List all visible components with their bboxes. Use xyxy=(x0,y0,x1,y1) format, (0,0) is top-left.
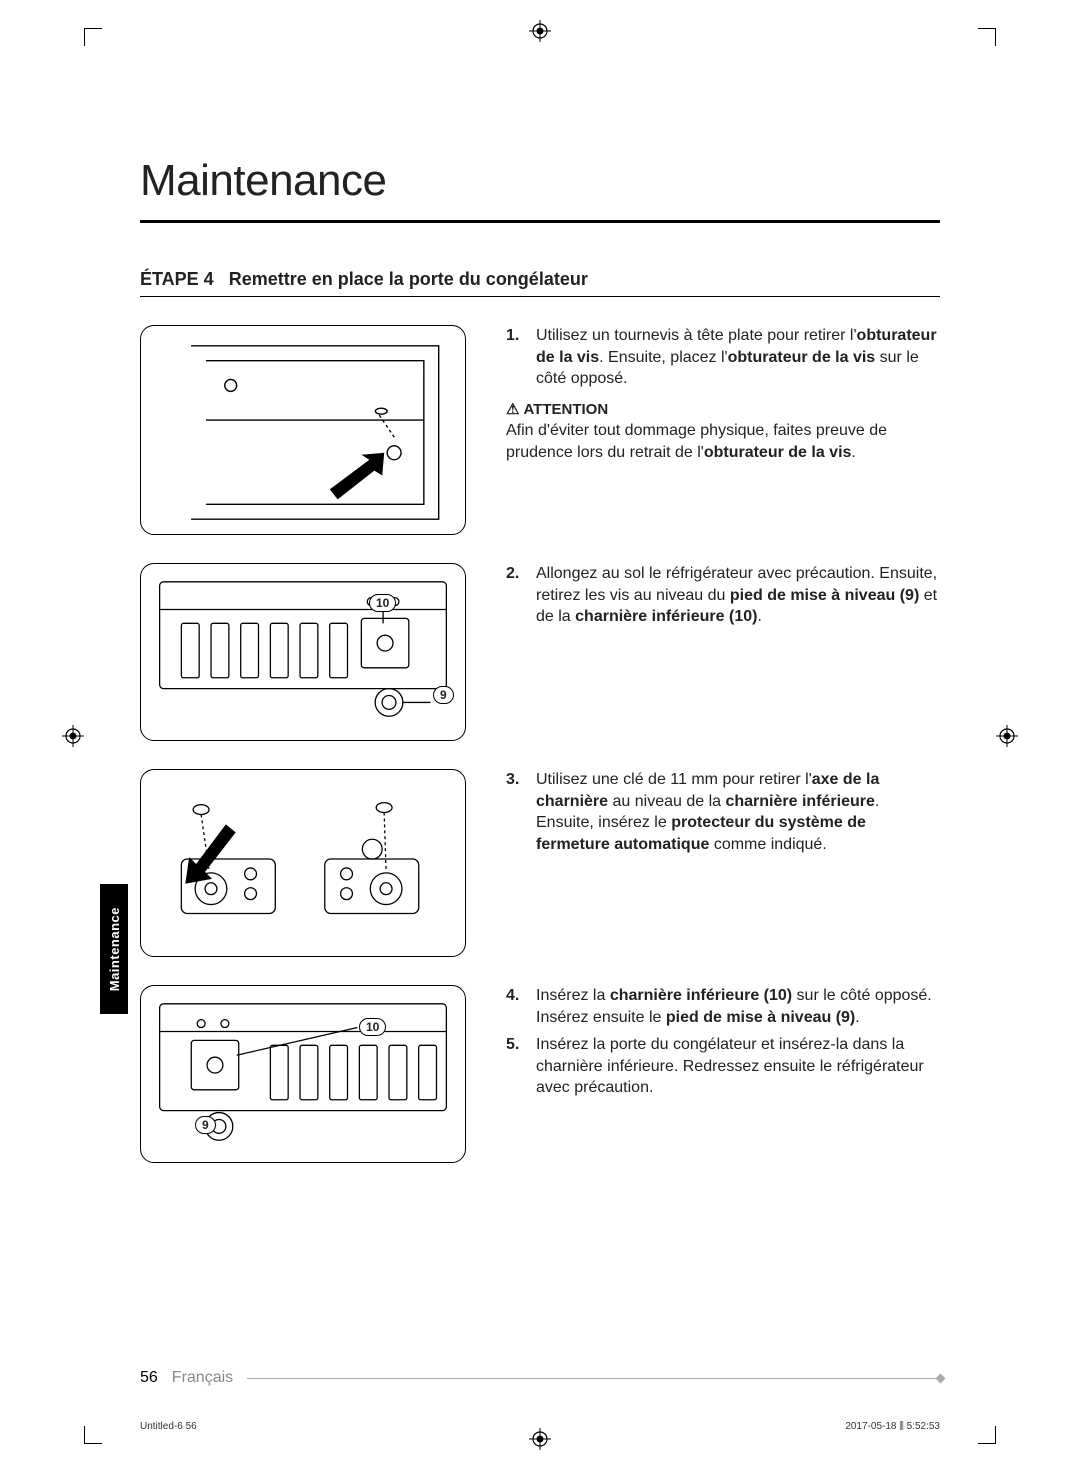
callout-label: 9 xyxy=(433,686,454,704)
callout-label: 10 xyxy=(359,1018,386,1036)
instruction-row: 1.Utilisez un tournevis à tête plate pou… xyxy=(140,325,940,535)
crop-mark xyxy=(978,1426,996,1444)
step-heading: ÉTAPE 4 Remettre en place la porte du co… xyxy=(140,269,940,297)
chapter-title: Maintenance xyxy=(140,156,940,214)
crop-mark xyxy=(978,28,996,46)
instruction-step: 4.Insérez la charnière inférieure (10) s… xyxy=(506,985,940,1028)
callout-label: 10 xyxy=(369,594,396,612)
step-number: 2. xyxy=(506,563,526,628)
step-number: 5. xyxy=(506,1034,526,1099)
instruction-text: 3.Utilisez une clé de 11 mm pour retirer… xyxy=(506,769,940,957)
instruction-step: 5.Insérez la porte du congélateur et ins… xyxy=(506,1034,940,1099)
step-number: 3. xyxy=(506,769,526,855)
page-language: Français xyxy=(172,1369,233,1387)
illustration: 10 9 xyxy=(140,985,466,1163)
step-title: Remettre en place la porte du congélateu… xyxy=(229,269,588,289)
registration-mark-icon xyxy=(529,20,551,42)
instruction-text: 1.Utilisez un tournevis à tête plate pou… xyxy=(506,325,940,535)
page-content: Maintenance ÉTAPE 4 Remettre en place la… xyxy=(100,40,980,1432)
footer-rule xyxy=(247,1378,940,1379)
warning-icon: ⚠ xyxy=(506,401,519,418)
step-label: ÉTAPE 4 xyxy=(140,269,214,289)
instruction-step: 1.Utilisez un tournevis à tête plate pou… xyxy=(506,325,940,390)
step-body: Insérez la charnière inférieure (10) sur… xyxy=(536,985,940,1028)
instruction-row: 10 9 2.Allongez au sol le réfrigérateur av… xyxy=(140,563,940,741)
attention-label: ATTENTION xyxy=(523,401,608,418)
instruction-step: 3.Utilisez une clé de 11 mm pour retirer… xyxy=(506,769,940,855)
instruction-text: 2.Allongez au sol le réfrigérateur avec … xyxy=(506,563,940,741)
registration-mark-icon xyxy=(62,725,84,747)
illustration xyxy=(140,769,466,957)
attention-heading: ⚠ATTENTION xyxy=(506,400,940,420)
step-number: 1. xyxy=(506,325,526,390)
instruction-text: 4.Insérez la charnière inférieure (10) s… xyxy=(506,985,940,1163)
callout-label: 9 xyxy=(195,1116,216,1134)
page-number: 56 xyxy=(140,1369,158,1387)
chapter-rule xyxy=(140,220,940,223)
print-meta-right: 2017-05-18 ⫼ 5:52:53 xyxy=(845,1421,940,1432)
registration-mark-icon xyxy=(996,725,1018,747)
step-number: 4. xyxy=(506,985,526,1028)
step-body: Insérez la porte du congélateur et insér… xyxy=(536,1034,940,1099)
print-meta-left: Untitled-6 56 xyxy=(140,1421,197,1432)
instruction-row: 3.Utilisez une clé de 11 mm pour retirer… xyxy=(140,769,940,957)
instruction-row: 10 9 4.Insérez la charnière inférieure (10… xyxy=(140,985,940,1163)
instruction-step: 2.Allongez au sol le réfrigérateur avec … xyxy=(506,563,940,628)
page-footer: 56 Français xyxy=(140,1369,940,1387)
step-body: Allongez au sol le réfrigérateur avec pr… xyxy=(536,563,940,628)
illustration xyxy=(140,325,466,535)
step-body: Utilisez une clé de 11 mm pour retirer l… xyxy=(536,769,940,855)
step-body: Utilisez un tournevis à tête plate pour … xyxy=(536,325,940,390)
illustration: 10 9 xyxy=(140,563,466,741)
attention-body: Afin d'éviter tout dommage physique, fai… xyxy=(506,420,940,463)
